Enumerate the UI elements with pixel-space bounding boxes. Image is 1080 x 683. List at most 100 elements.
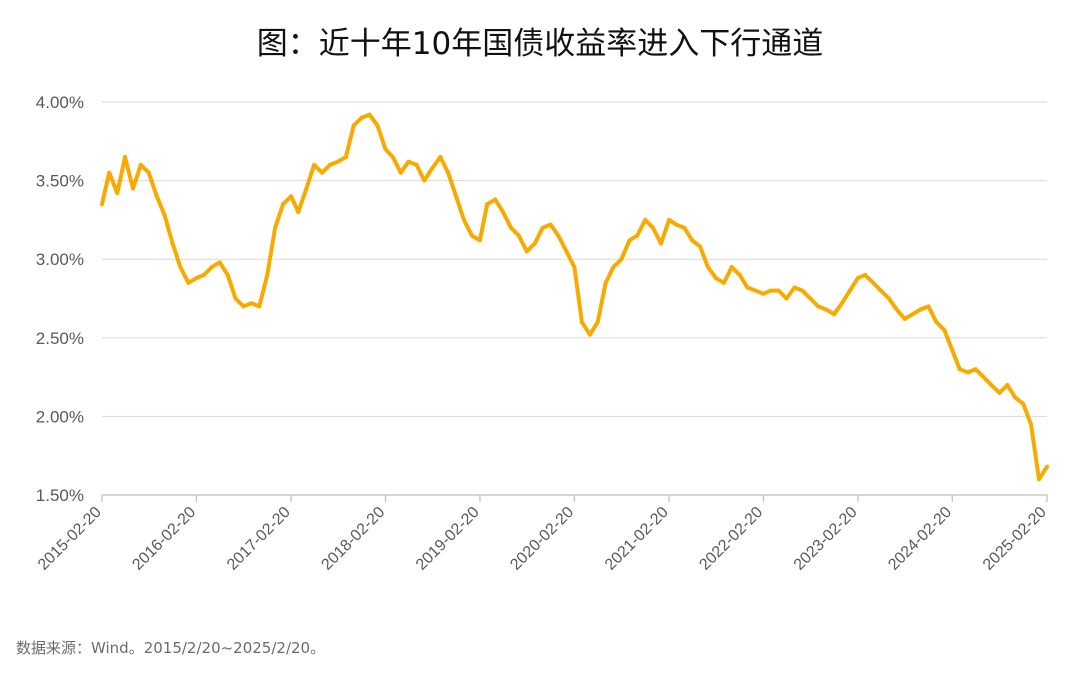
data-point (162, 213, 167, 218)
data-point (1021, 401, 1026, 406)
data-point (729, 265, 734, 270)
data-point (705, 265, 710, 270)
data-point (548, 222, 553, 227)
data-point (761, 291, 766, 296)
data-point (997, 390, 1002, 395)
data-point (335, 159, 340, 164)
data-point (138, 162, 143, 167)
data-point (800, 288, 805, 293)
data-point (690, 238, 695, 243)
data-point (281, 202, 286, 207)
x-tick-label: 2015-02-20 (35, 504, 105, 574)
data-point (989, 382, 994, 387)
data-point (289, 194, 294, 199)
y-axis-tick-labels: 1.50% 2.00% 2.50% 3.00% 3.50% 4.00% (36, 93, 84, 505)
data-point (871, 280, 876, 285)
data-point (910, 312, 915, 317)
x-axis-tick-labels: 2015-02-20 2016-02-20 2017-02-20 2018-02-20… (35, 504, 1050, 574)
x-tick-label: 2022-02-20 (696, 504, 766, 574)
data-point (902, 316, 907, 321)
data-point (950, 348, 955, 353)
data-point (768, 288, 773, 293)
data-point (430, 166, 435, 171)
data-point (698, 244, 703, 249)
x-tick-label: 2021-02-20 (602, 504, 672, 574)
data-point (233, 296, 238, 301)
data-point (304, 186, 309, 191)
data-point (201, 272, 206, 277)
data-point (178, 265, 183, 270)
y-tick-label: 3.00% (36, 250, 84, 269)
data-point (265, 272, 270, 277)
data-point (500, 210, 505, 215)
x-axis (101, 494, 1048, 502)
data-point (375, 123, 380, 128)
data-point (816, 304, 821, 309)
data-point (461, 217, 466, 222)
x-tick-label: 2019-02-20 (413, 504, 483, 574)
data-point (532, 241, 537, 246)
data-point (170, 241, 175, 246)
data-point (965, 370, 970, 375)
data-point (745, 285, 750, 290)
series-layer (100, 112, 1049, 482)
data-point (351, 123, 356, 128)
data-point (635, 233, 640, 238)
data-point (651, 225, 656, 230)
data-point (257, 304, 262, 309)
data-point (446, 170, 451, 175)
x-tick-label: 2020-02-20 (507, 504, 577, 574)
data-point (343, 155, 348, 160)
data-point (973, 367, 978, 372)
y-tick-label: 2.00% (36, 407, 84, 426)
data-point (390, 155, 395, 160)
data-point (383, 147, 388, 152)
data-point (516, 233, 521, 238)
data-point (808, 296, 813, 301)
data-point (878, 288, 883, 293)
data-point (1045, 464, 1049, 469)
data-point (863, 272, 868, 277)
data-point (682, 225, 687, 230)
data-point (273, 225, 278, 230)
data-point (832, 312, 837, 317)
data-point (540, 225, 545, 230)
x-tick-label: 2024-02-20 (885, 504, 955, 574)
x-tick-label: 2023-02-20 (791, 504, 861, 574)
data-point (1036, 477, 1041, 482)
x-tick-label: 2018-02-20 (318, 504, 388, 574)
data-point (414, 162, 419, 167)
data-point (824, 307, 829, 312)
data-point (398, 170, 403, 175)
data-point (667, 217, 672, 222)
data-point (595, 320, 600, 325)
data-point (886, 296, 891, 301)
x-tick-label: 2016-02-20 (129, 504, 199, 574)
data-point (296, 210, 301, 215)
data-point (674, 222, 679, 227)
y-tick-label: 2.50% (36, 329, 84, 348)
data-point (249, 301, 254, 306)
data-point (241, 304, 246, 309)
data-point (713, 276, 718, 281)
data-point (619, 257, 624, 262)
data-point (477, 238, 482, 243)
data-point (737, 272, 742, 277)
data-point (209, 265, 214, 270)
data-point (579, 320, 584, 325)
data-point (422, 178, 427, 183)
data-point (1028, 422, 1033, 427)
data-point (131, 186, 136, 191)
data-point (839, 301, 844, 306)
data-point (572, 265, 577, 270)
data-point (611, 265, 616, 270)
data-point (603, 280, 608, 285)
data-point (123, 155, 128, 160)
data-point (753, 288, 758, 293)
data-point (926, 304, 931, 309)
y-tick-label: 1.50% (36, 486, 84, 505)
data-point (721, 280, 726, 285)
data-point (643, 217, 648, 222)
data-point (367, 112, 372, 117)
line-chart: 1.50% 2.00% 2.50% 3.00% 3.50% 4.00% 2015-02-2… (35, 93, 1050, 574)
